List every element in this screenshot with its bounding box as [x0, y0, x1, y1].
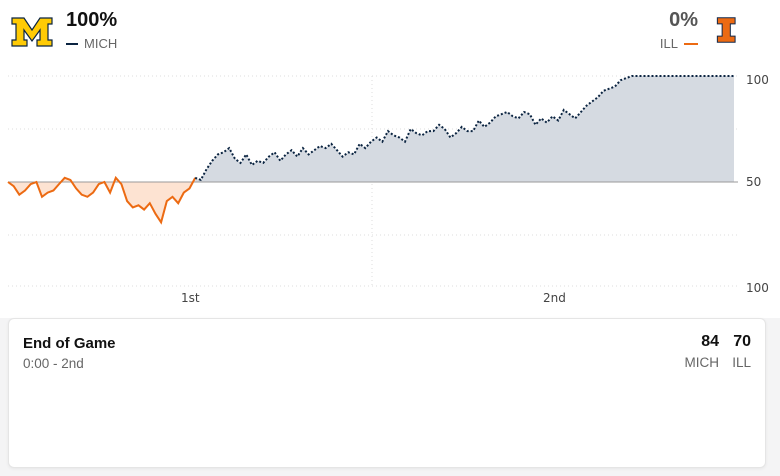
away-team-abbr: ILL [659, 36, 678, 51]
y-tick-label: 100 [746, 281, 769, 295]
y-tick-label: 100 [746, 73, 769, 87]
away-line-swatch [684, 42, 698, 45]
away-win-probability: 0% [669, 9, 698, 31]
away-team-header: 0% ILL [660, 8, 746, 52]
home-team-header: 100% MICH [10, 8, 117, 52]
home-win-probability: 100% [66, 9, 118, 31]
win-probability-chart: 100 50 100 1st 2nd [7, 73, 769, 305]
game-clock: 0:00 - 2nd [23, 356, 84, 371]
win-probability-panel: 100% MICH 0% ILL [0, 0, 780, 318]
away-advantage-area [8, 177, 196, 223]
game-status-card: End of Game 0:00 - 2nd 84 MICH 70 ILL [8, 318, 766, 468]
home-probability-line [194, 75, 734, 182]
x-period-label: 2nd [543, 291, 566, 305]
home-score-block: 84 MICH [685, 333, 720, 370]
game-status: End of Game [23, 335, 116, 352]
home-team-abbr: MICH [84, 36, 118, 51]
y-tick-label: 50 [746, 175, 761, 189]
home-line-swatch [66, 42, 78, 45]
home-score-label: MICH [684, 355, 720, 370]
away-score-label: ILL [732, 355, 751, 370]
away-probability-line [7, 175, 197, 225]
x-period-label: 1st [181, 291, 200, 305]
away-score-block: 70 ILL [732, 333, 751, 370]
illinois-logo-icon [716, 17, 736, 43]
home-score: 84 [701, 333, 719, 350]
away-score: 70 [733, 333, 751, 350]
michigan-logo-icon [11, 17, 53, 47]
